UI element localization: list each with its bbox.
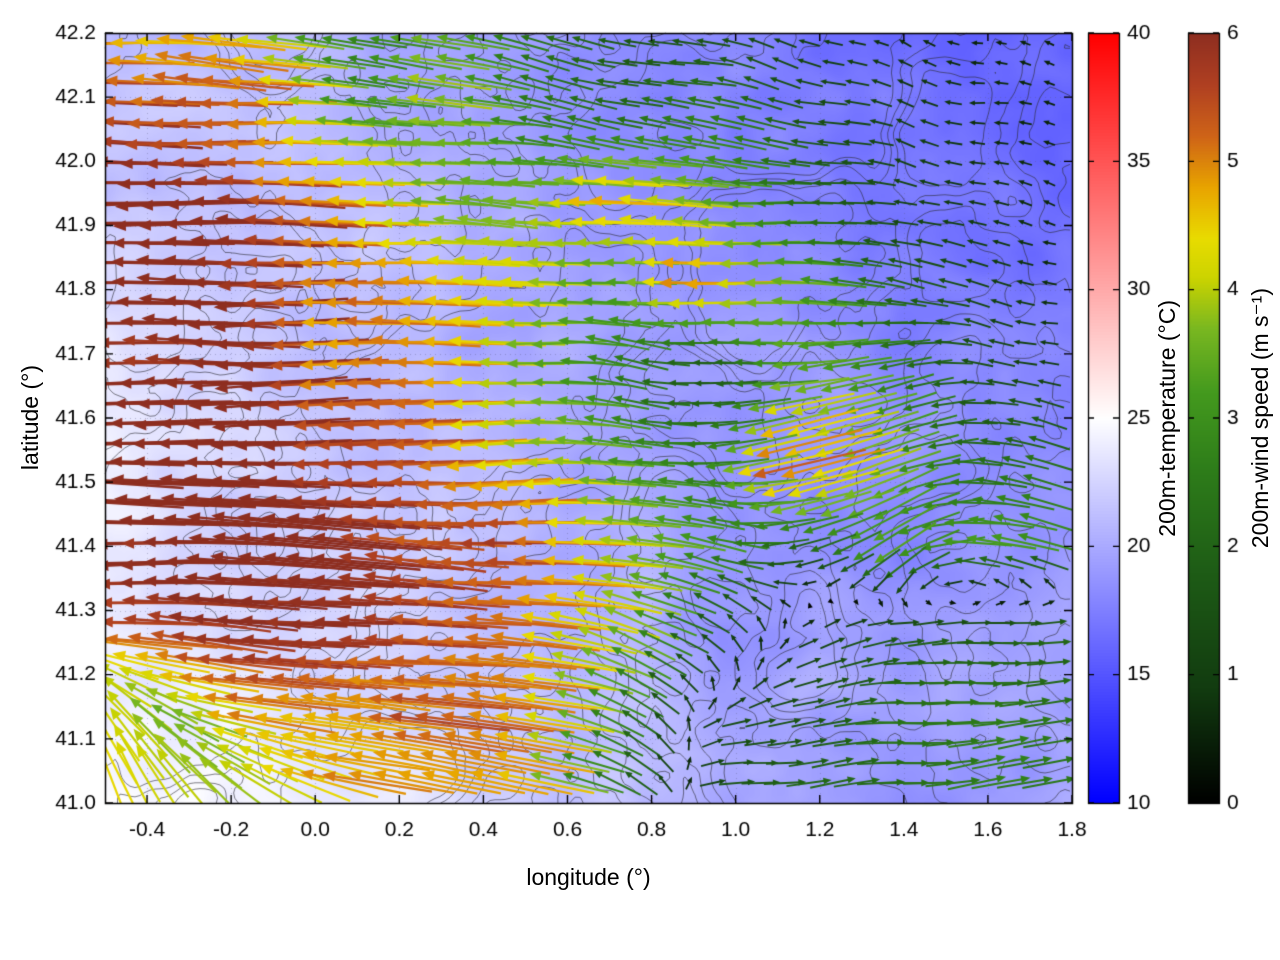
temperature-colorbar-label-wrap: 200m-temperature (°C): [1150, 33, 1184, 803]
y-axis-label: latitude (°): [16, 365, 43, 471]
temperature-colorbar-label: 200m-temperature (°C): [1153, 299, 1180, 537]
wind-speed-colorbar-label-wrap: 200m-wind speed (m s⁻¹): [1242, 33, 1278, 803]
x-axis-label: longitude (°): [526, 864, 651, 890]
y-axis-label-wrap: latitude (°): [12, 33, 48, 803]
wind-speed-colorbar-label: 200m-wind speed (m s⁻¹): [1246, 287, 1273, 549]
